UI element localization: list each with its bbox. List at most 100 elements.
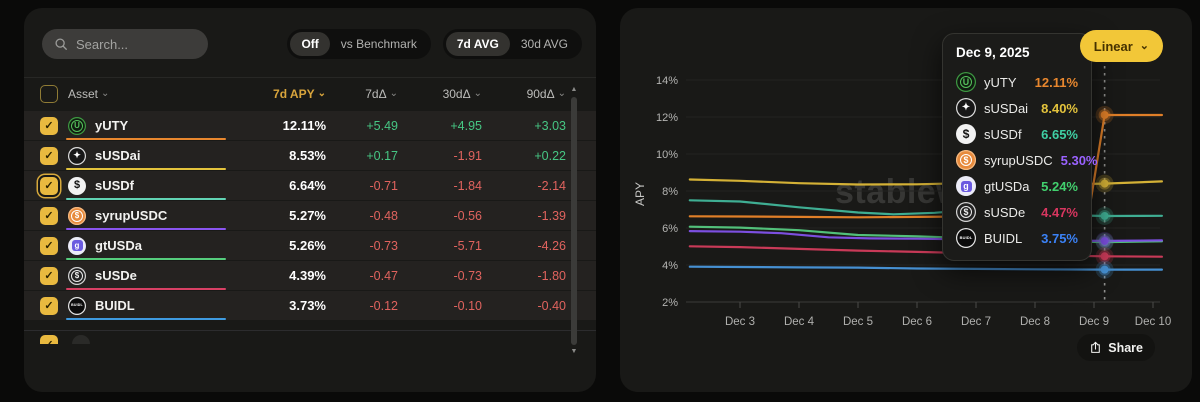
- share-button[interactable]: Share: [1077, 334, 1155, 361]
- row-checkbox[interactable]: ✓: [40, 206, 58, 225]
- yuty-icon: U: [956, 72, 976, 92]
- d30-delta-value: -0.10: [453, 298, 483, 313]
- linear-dropdown[interactable]: Linear ⌄: [1079, 30, 1163, 62]
- asset-name: sUSDe: [95, 268, 137, 283]
- asset-icon: [72, 335, 90, 344]
- d90-delta-value: +0.22: [534, 148, 566, 163]
- apy-value: 12.11%: [282, 118, 326, 133]
- column-header-7d-apy[interactable]: 7d APY ⌄: [273, 87, 326, 101]
- row-checkbox[interactable]: ✓: [40, 116, 58, 135]
- d7-delta-value: -0.48: [369, 208, 399, 223]
- table-scrollbar[interactable]: ▲ ▼: [570, 86, 578, 356]
- d7-delta-value: -0.47: [369, 268, 399, 283]
- table-row[interactable]: ✓ BUIDL BUIDL 3.73% -0.12 -0.10 -0.40: [24, 290, 596, 320]
- susdf-icon: $: [68, 176, 86, 195]
- tooltip-series-item: $ sUSDf 6.65%: [956, 121, 1078, 147]
- susde-icon: $: [68, 266, 86, 285]
- tooltip-series-value: 5.24%: [1041, 178, 1078, 194]
- d90-delta-value: +3.03: [534, 118, 566, 133]
- partially-visible-row: ✓: [24, 330, 596, 344]
- asset-name: yUTY: [95, 118, 129, 133]
- susdai-icon: ✦: [956, 98, 976, 118]
- gtusda-icon: g: [956, 176, 976, 196]
- buidl-icon: BUIDL: [68, 296, 86, 315]
- benchmark-toggle: Off vs Benchmark: [287, 29, 431, 59]
- avg-7d-option[interactable]: 7d AVG: [445, 32, 510, 56]
- search-input[interactable]: Search...: [42, 29, 208, 59]
- tooltip-series-item: BUIDL BUIDL 3.75%: [956, 225, 1078, 251]
- susdf-icon: $: [956, 124, 976, 144]
- d30-delta-value: -0.73: [453, 268, 483, 283]
- gtusda-icon: g: [68, 236, 86, 255]
- avg-30d-option[interactable]: 30d AVG: [520, 37, 568, 51]
- tooltip-series-name: yUTY: [984, 74, 1017, 90]
- d30-delta-value: -0.56: [453, 208, 483, 223]
- tooltip-series-item: $ sUSDe 4.47%: [956, 199, 1078, 225]
- asset-color-underline: [66, 138, 226, 140]
- chart-panel: stablewatch 2% 4% 6% 8% 10% 12% 14% APY Dec 3 Dec…: [620, 8, 1192, 392]
- chevron-down-icon: ⌄: [557, 87, 566, 99]
- asset-color-underline: [66, 168, 226, 170]
- benchmark-off-option[interactable]: Off: [290, 32, 330, 56]
- apy-value: 5.27%: [289, 208, 326, 223]
- row-checkbox[interactable]: ✓: [40, 266, 58, 285]
- table-row[interactable]: ✓ $ syrupUSDC 5.27% -0.48 -0.56 -1.39: [24, 200, 596, 230]
- avg-toggle: 7d AVG 30d AVG: [442, 29, 582, 59]
- column-header-90d-delta[interactable]: 90dΔ ⌄: [526, 87, 566, 101]
- tooltip-series-value: 6.65%: [1041, 126, 1078, 142]
- apy-value: 4.39%: [289, 268, 326, 283]
- asset-name: sUSDai: [95, 148, 141, 163]
- d30-delta-value: -1.84: [453, 178, 483, 193]
- asset-color-underline: [66, 258, 226, 260]
- yuty-icon: U: [68, 116, 86, 135]
- row-checkbox[interactable]: ✓: [40, 176, 58, 195]
- d90-delta-value: -1.39: [537, 208, 567, 223]
- asset-table-panel: Search... Off vs Benchmark 7d AVG 30d AV…: [24, 8, 596, 392]
- d30-delta-value: -1.91: [453, 148, 483, 163]
- row-checkbox[interactable]: ✓: [40, 236, 58, 255]
- syrupusdc-icon: $: [68, 206, 86, 225]
- tooltip-series-item: $ syrupUSDC 5.30%: [956, 147, 1098, 173]
- chevron-down-icon: ⌄: [389, 87, 398, 99]
- scrollbar-thumb[interactable]: [571, 97, 577, 345]
- table-row[interactable]: ✓ ✦ sUSDai 8.53% +0.17 -1.91 +0.22: [24, 140, 596, 170]
- benchmark-vs-option[interactable]: vs Benchmark: [340, 37, 417, 51]
- table-row[interactable]: ✓ $ sUSDf 6.64% -0.71 -1.84 -2.14: [24, 170, 596, 200]
- svg-text:Dec 6: Dec 6: [902, 316, 932, 328]
- susdai-icon: ✦: [68, 146, 86, 165]
- row-checkbox[interactable]: ✓: [40, 146, 58, 165]
- share-icon: [1091, 341, 1101, 353]
- svg-text:14%: 14%: [656, 75, 678, 87]
- row-checkbox[interactable]: ✓: [40, 296, 58, 315]
- row-checkbox[interactable]: ✓: [40, 335, 58, 344]
- apy-value: 3.73%: [289, 298, 326, 313]
- table-toolbar: Search... Off vs Benchmark 7d AVG 30d AV…: [24, 8, 596, 59]
- svg-text:8%: 8%: [662, 186, 678, 198]
- d7-delta-value: -0.71: [369, 178, 399, 193]
- toolbar-divider: [24, 77, 596, 78]
- d90-delta-value: -0.40: [537, 298, 567, 313]
- asset-name: BUIDL: [95, 298, 135, 313]
- column-header-7d-delta[interactable]: 7dΔ ⌄: [365, 87, 398, 101]
- scroll-down-icon[interactable]: ▼: [570, 348, 578, 355]
- asset-color-underline: [66, 198, 226, 200]
- search-placeholder: Search...: [76, 36, 129, 52]
- svg-text:2%: 2%: [662, 297, 678, 309]
- search-icon: [55, 38, 67, 50]
- select-all-checkbox[interactable]: [40, 85, 58, 103]
- tooltip-series-value: 8.40%: [1041, 100, 1078, 116]
- svg-text:Dec 10: Dec 10: [1135, 316, 1171, 328]
- tooltip-series-name: sUSDf: [984, 126, 1022, 142]
- tooltip-series-value: 4.47%: [1041, 204, 1078, 220]
- chevron-down-icon: ⌄: [317, 87, 326, 99]
- column-header-asset[interactable]: Asset ⌄: [68, 87, 110, 101]
- svg-text:6%: 6%: [662, 223, 678, 235]
- table-row[interactable]: ✓ $ sUSDe 4.39% -0.47 -0.73 -1.80: [24, 260, 596, 290]
- apy-value: 6.64%: [289, 178, 326, 193]
- table-row[interactable]: ✓ g gtUSDa 5.26% -0.73 -5.71 -4.26: [24, 230, 596, 260]
- d30-delta-value: +4.95: [450, 118, 482, 133]
- column-header-30d-delta[interactable]: 30dΔ ⌄: [442, 87, 482, 101]
- tooltip-series-item: ✦ sUSDai 8.40%: [956, 95, 1078, 121]
- scroll-up-icon[interactable]: ▲: [570, 86, 578, 93]
